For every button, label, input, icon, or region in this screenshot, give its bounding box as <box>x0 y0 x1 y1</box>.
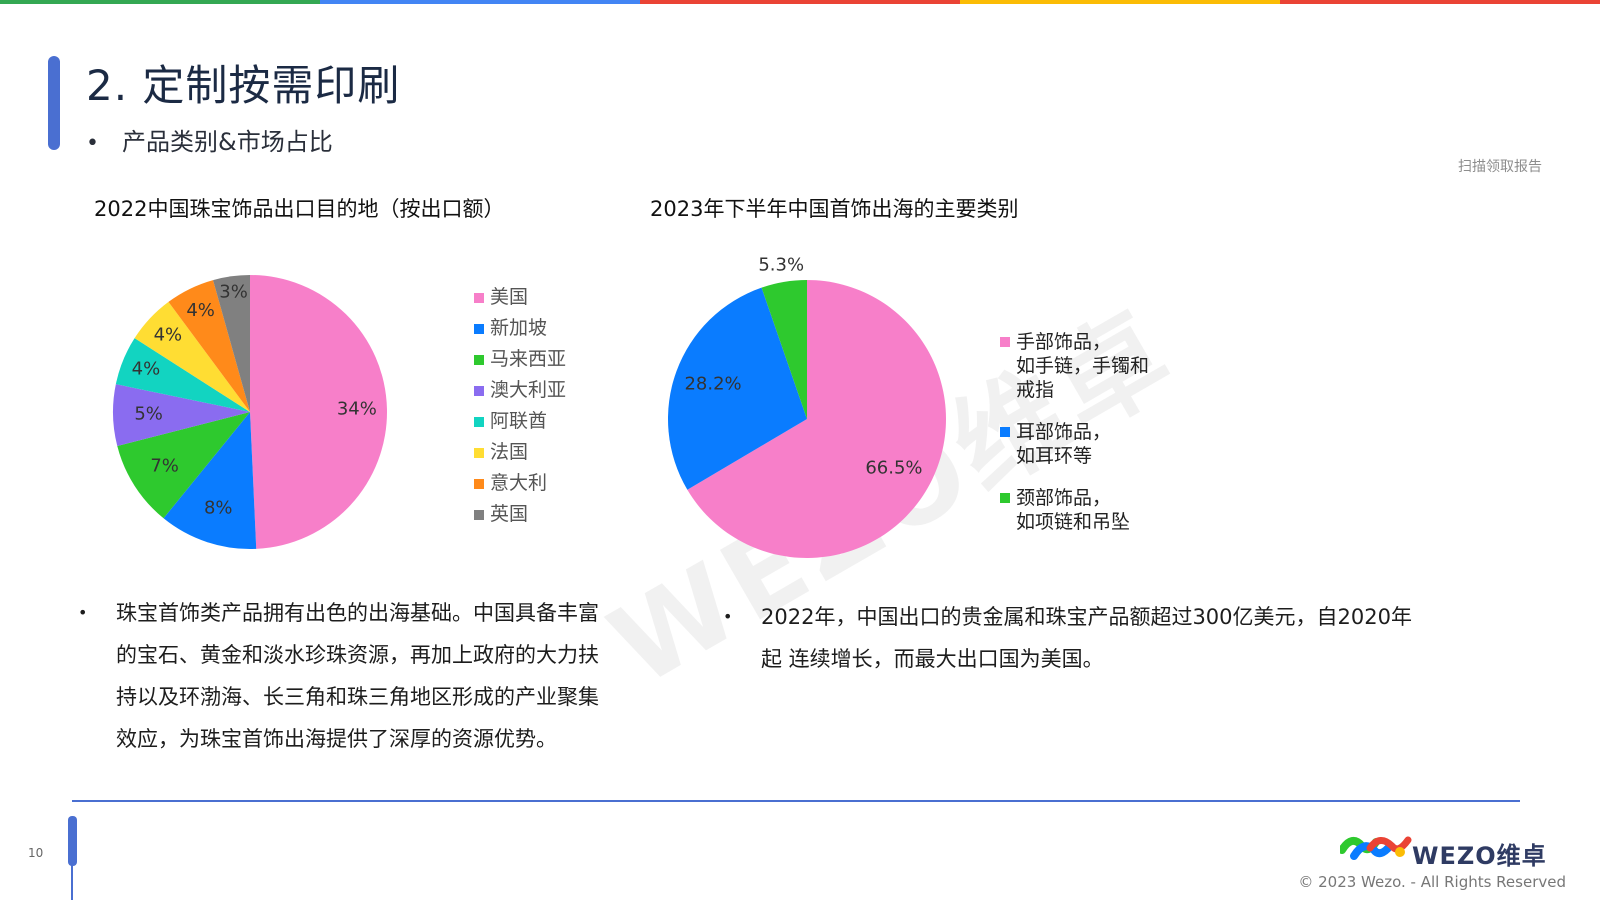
left-bullet-line: 效应，为珠宝首饰出海提供了深厚的资源优势。 <box>116 727 557 751</box>
pie-slice <box>250 275 388 549</box>
pie-slice <box>687 280 946 558</box>
chart2-legend: 手部饰品， 如手链，手镯和 戒指耳部饰品， 如耳环等 颈部饰品， 如项链和吊坠 <box>1000 330 1149 552</box>
right-bullet-paragraph: • 2022年，中国出口的贵金属和珠宝产品额超过300亿美元，自2020年 起 … <box>723 596 1503 686</box>
pie-slice <box>168 280 250 412</box>
pie-data-label: 66.5% <box>865 458 922 479</box>
top-bar-segment <box>1280 0 1600 4</box>
pie-data-label: 5.3% <box>758 254 804 275</box>
right-bullet-line: 起 连续增长，而最大出口国为美国。 <box>761 647 1104 671</box>
chart2-pie: 66.5% 28.2% 5.3% <box>668 254 946 558</box>
wezo-logo-icon <box>1340 836 1412 860</box>
left-bullet-line: 的宝石、黄金和淡水珍珠资源，再加上政府的大力扶 <box>116 643 599 667</box>
page-title: 2. 定制按需印刷 <box>86 61 401 110</box>
pie-data-label: 28.2% <box>684 374 741 395</box>
bullet-mark: • <box>78 603 88 622</box>
legend-label: 马来西亚 <box>490 348 567 370</box>
pie-data-label: 8% <box>204 497 233 518</box>
legend-item: 美国 <box>474 285 566 310</box>
legend-item: 马来西亚 <box>474 347 566 372</box>
bullet-mark: • <box>723 607 733 626</box>
footer-vertical-line <box>71 860 73 900</box>
right-bullet-line: 2022年，中国出口的贵金属和珠宝产品额超过300亿美元，自2020年 <box>761 605 1412 629</box>
scan-report-link[interactable]: 扫描领取报告 <box>1458 159 1542 175</box>
legend-label: 澳大利亚 <box>490 379 567 401</box>
left-bullet-text: 珠宝首饰类产品拥有出色的出海基础。中国具备丰富 的宝石、黄金和淡水珍珠资源，再加… <box>116 592 599 760</box>
chart1-pie: 34%8%7%5%4%4%4%3% <box>113 275 388 549</box>
legend-label: 美国 <box>490 286 529 308</box>
legend-label: 阿联酋 <box>490 410 548 432</box>
legend-item: 耳部饰品， 如耳环等 <box>1000 420 1149 468</box>
pie-data-label: 4% <box>154 324 183 345</box>
top-color-bar <box>0 0 1600 4</box>
footer-accent-bar <box>68 816 77 866</box>
legend-swatch <box>1000 493 1010 503</box>
pie-slice <box>117 412 251 519</box>
pie-data-label: 4% <box>186 300 215 321</box>
pie-slice <box>213 275 250 412</box>
page-number: 10 <box>28 846 44 860</box>
left-bullet-line: 持以及环渤海、长三角和珠三角地区形成的产业聚集 <box>116 685 599 709</box>
pie-slice <box>761 280 807 419</box>
legend-swatch <box>474 448 484 458</box>
legend-swatch <box>474 386 484 396</box>
legend-label: 英国 <box>490 503 529 525</box>
chart1-legend: 美国新加坡马来西亚澳大利亚阿联酋法国意大利英国 <box>474 285 566 533</box>
legend-label: 手部饰品， 如手链，手镯和 戒指 <box>1016 331 1150 401</box>
legend-label: 法国 <box>490 441 529 463</box>
pie-slice <box>134 301 250 412</box>
right-bullet-text: 2022年，中国出口的贵金属和珠宝产品额超过300亿美元，自2020年 起 连续… <box>761 596 1412 680</box>
legend-swatch <box>474 293 484 303</box>
subtitle-bullet: • <box>86 131 99 156</box>
pie-slice <box>115 338 250 412</box>
legend-swatch <box>474 510 484 520</box>
legend-label: 新加坡 <box>490 317 548 339</box>
legend-swatch <box>474 324 484 334</box>
legend-swatch <box>1000 337 1010 347</box>
pie-slice <box>163 412 257 549</box>
legend-item: 颈部饰品， 如项链和吊坠 <box>1000 486 1149 534</box>
top-bar-segment <box>640 0 960 4</box>
legend-item: 阿联酋 <box>474 409 566 434</box>
legend-label: 耳部饰品， 如耳环等 <box>1016 421 1112 467</box>
pie-data-label: 4% <box>132 359 161 380</box>
chart1-title: 2022中国珠宝饰品出口目的地（按出口额） <box>94 197 505 221</box>
pie-data-label: 34% <box>337 399 377 420</box>
legend-swatch <box>474 417 484 427</box>
logo-text: WEZO维卓 <box>1412 842 1547 870</box>
top-bar-segment <box>0 0 320 4</box>
legend-swatch <box>1000 427 1010 437</box>
legend-item: 新加坡 <box>474 316 566 341</box>
legend-label: 意大利 <box>490 472 548 494</box>
copyright: © 2023 Wezo. - All Rights Reserved <box>1298 873 1566 891</box>
title-accent-bar <box>48 56 60 150</box>
left-bullet-line: 珠宝首饰类产品拥有出色的出海基础。中国具备丰富 <box>116 601 599 625</box>
footer-divider <box>72 800 1520 802</box>
legend-item: 法国 <box>474 440 566 465</box>
pie-slice <box>113 384 250 446</box>
pie-data-label: 5% <box>134 403 163 424</box>
legend-swatch <box>474 479 484 489</box>
top-bar-segment <box>320 0 640 4</box>
legend-swatch <box>474 355 484 365</box>
subtitle-text: 产品类别&市场占比 <box>122 128 333 156</box>
legend-label: 颈部饰品， 如项链和吊坠 <box>1016 487 1131 533</box>
pie-slice <box>668 287 807 490</box>
top-bar-segment <box>960 0 1280 4</box>
subtitle: • 产品类别&市场占比 <box>86 122 333 157</box>
chart2-title: 2023年下半年中国首饰出海的主要类别 <box>650 197 1019 221</box>
left-bullet-paragraph: • 珠宝首饰类产品拥有出色的出海基础。中国具备丰富 的宝石、黄金和淡水珍珠资源，… <box>78 592 678 762</box>
pie-data-label: 7% <box>150 456 179 477</box>
legend-item: 意大利 <box>474 471 566 496</box>
legend-item: 英国 <box>474 502 566 527</box>
legend-item: 澳大利亚 <box>474 378 566 403</box>
pie-data-label: 3% <box>219 282 248 303</box>
legend-item: 手部饰品， 如手链，手镯和 戒指 <box>1000 330 1149 402</box>
